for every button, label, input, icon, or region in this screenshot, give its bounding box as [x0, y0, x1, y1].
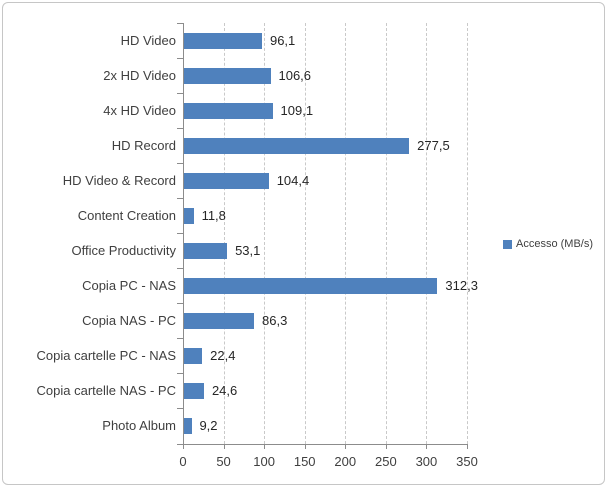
y-axis-tick [177, 408, 183, 410]
value-label: 109,1 [280, 102, 314, 118]
y-axis-tick [177, 338, 183, 340]
bar [184, 313, 254, 330]
value-label: 24,6 [211, 383, 238, 399]
category-label: Office Productivity [71, 243, 176, 259]
value-label: 104,4 [276, 172, 310, 188]
legend: Accesso (MB/s) [503, 238, 593, 250]
category-label: HD Video [120, 32, 176, 48]
gridline [345, 23, 347, 444]
y-axis-tick [177, 233, 183, 234]
value-label: 22,4 [210, 348, 236, 364]
y-axis-tick [177, 443, 183, 445]
bar [184, 67, 271, 84]
bar [184, 348, 203, 365]
x-axis-tick [264, 444, 266, 449]
x-axis-tick [223, 444, 225, 449]
legend-label: Accesso (MB/s) [516, 238, 594, 250]
x-axis-line [183, 444, 468, 445]
x-axis-tick-label: 150 [293, 454, 316, 469]
bar [184, 243, 228, 260]
bar [184, 278, 438, 295]
category-label: Photo Album [102, 418, 176, 434]
y-axis-tick [177, 303, 183, 305]
y-axis-tick [177, 197, 183, 199]
gridline [426, 23, 428, 444]
value-label: 11,8 [201, 207, 226, 223]
y-axis-tick [177, 57, 183, 59]
y-axis-tick [177, 92, 183, 94]
value-label: 96,1 [269, 32, 296, 48]
x-axis-tick [345, 444, 347, 449]
category-label: Copia cartelle NAS - PC [36, 383, 176, 399]
category-label: 2x HD Video [103, 67, 176, 83]
bar [184, 137, 410, 154]
category-label: HD Record [111, 137, 176, 153]
category-label: Content Creation [77, 207, 176, 223]
x-axis-tick [426, 444, 428, 449]
value-label: 9,2 [199, 418, 218, 434]
value-label: 53,1 [235, 243, 261, 259]
category-label: Copia PC - NAS [82, 278, 176, 294]
y-axis-line [183, 23, 184, 445]
y-axis-tick [177, 22, 183, 24]
x-axis-tick-label: 350 [456, 454, 478, 469]
gridline [385, 23, 387, 444]
bar [184, 172, 269, 189]
category-label: Copia NAS - PC [82, 313, 176, 329]
gridline [467, 23, 468, 444]
value-label: 106,6 [278, 67, 312, 83]
x-axis-tick-label: 250 [374, 454, 397, 469]
x-axis-tick-label: 50 [216, 454, 231, 469]
x-axis-tick-label: 100 [253, 454, 275, 469]
x-axis-tick [304, 444, 306, 449]
y-axis-tick [177, 268, 183, 270]
x-axis-tick [385, 444, 387, 449]
gridline [264, 23, 266, 444]
category-label: HD Video & Record [62, 172, 176, 188]
x-axis-tick [467, 444, 468, 449]
bar [184, 102, 273, 119]
bar [184, 207, 194, 224]
x-axis-tick-label: 200 [334, 454, 357, 469]
y-axis-tick [177, 127, 183, 129]
category-label: 4x HD Video [103, 102, 176, 118]
gridline [304, 23, 306, 444]
x-axis-tick-label: 300 [415, 454, 438, 469]
value-label: 86,3 [262, 313, 288, 329]
bar [184, 418, 192, 435]
legend-marker-icon [503, 239, 512, 249]
bar [184, 32, 262, 49]
y-axis-tick [177, 162, 183, 164]
category-label: Copia cartelle PC - NAS [36, 348, 176, 364]
x-axis-tick [183, 444, 184, 449]
gridline [223, 23, 225, 444]
value-label: 312,3 [445, 278, 478, 294]
bar [184, 383, 204, 400]
y-axis-tick [177, 373, 183, 375]
value-label: 277,5 [417, 137, 450, 153]
x-axis-tick-label: 0 [179, 454, 187, 469]
